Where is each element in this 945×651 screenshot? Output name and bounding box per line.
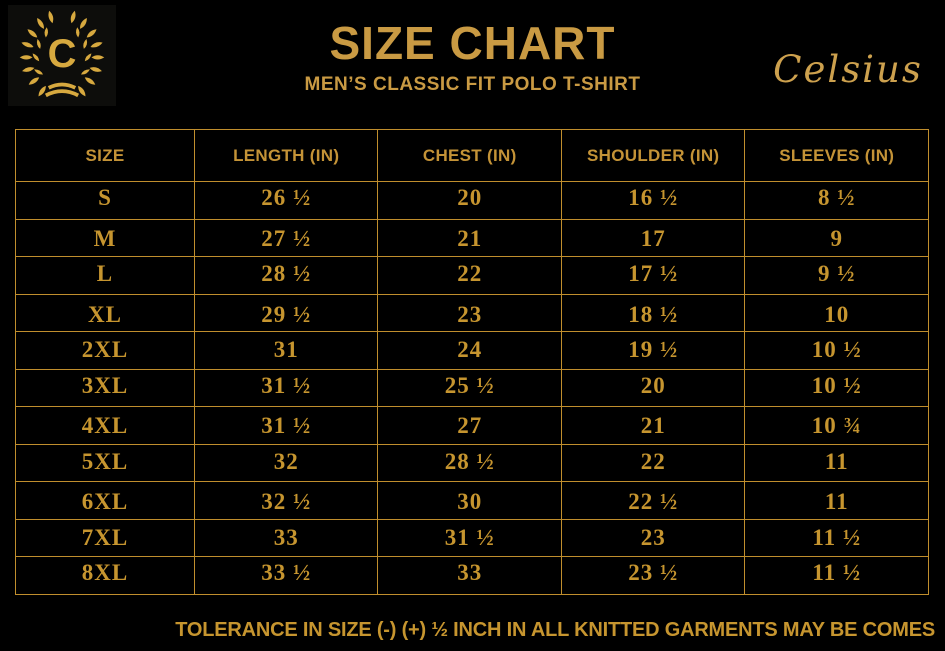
measurement-cell: 23 ½ [560,556,746,595]
measurement-cell: 33 ½ [193,556,379,595]
size-table: SIZE LENGTH (IN) CHEST (IN) SHOULDER (IN) SL… [15,129,929,595]
measurement-cell: 17 ½ [560,256,746,295]
column-header: SIZE [15,129,195,182]
page-subtitle: MEN’S CLASSIC FIT POLO T-SHIRT [304,74,641,95]
column-header: SHOULDER (IN) [560,129,746,182]
measurement-cell: 9 ½ [744,256,929,295]
measurement-cell: 21 [560,406,746,445]
measurement-cell: 10 [744,293,929,332]
brand-name: Celsius [773,48,923,91]
column-header: LENGTH (IN) [193,129,379,182]
table-row: 4XL 31 ½ 27 21 10 ¾ [15,406,929,445]
measurement-cell: 31 [193,331,379,370]
measurement-cell: 20 [377,181,562,220]
measurement-cell: 29 ½ [193,293,379,332]
size-cell: 7XL [15,518,195,557]
measurement-cell: 11 [744,443,929,482]
measurement-cell: 33 [377,556,562,595]
table-row: 8XL 33 ½ 33 23 ½ 11 ½ [15,556,929,595]
table-row: 6XL 32 ½ 30 22 ½ 11 [15,481,929,520]
size-cell: 8XL [15,556,195,595]
measurement-cell: 11 ½ [744,556,929,595]
brand-logo: C [8,5,116,106]
size-cell: S [15,181,195,220]
measurement-cell: 19 ½ [560,331,746,370]
measurement-cell: 23 [560,518,746,557]
tolerance-note: TOLERANCE IN SIZE (-) (+) ½ INCH IN ALL … [175,619,935,641]
page-title: SIZE CHART [329,17,616,69]
measurement-cell: 22 [377,256,562,295]
size-cell: M [15,218,195,257]
laurel-wreath-icon: C [19,10,105,98]
measurement-cell: 31 ½ [193,406,379,445]
measurement-cell: 28 ½ [193,256,379,295]
measurement-cell: 26 ½ [193,181,379,220]
measurement-cell: 22 [560,443,746,482]
measurement-cell: 10 ½ [744,331,929,370]
size-cell: 2XL [15,331,195,370]
header: SIZE CHART MEN’S CLASSIC FIT POLO T-SHIR… [0,0,945,96]
column-header: SLEEVES (IN) [744,129,929,182]
column-header: CHEST (IN) [377,129,562,182]
measurement-cell: 23 [377,293,562,332]
measurement-cell: 18 ½ [560,293,746,332]
table-row: 5XL 32 28 ½ 22 11 [15,443,929,482]
table-row: M 27 ½ 21 17 9 [15,218,929,257]
measurement-cell: 30 [377,481,562,520]
measurement-cell: 24 [377,331,562,370]
measurement-cell: 8 ½ [744,181,929,220]
measurement-cell: 33 [193,518,379,557]
measurement-cell: 32 ½ [193,481,379,520]
measurement-cell: 22 ½ [560,481,746,520]
measurement-cell: 31 ½ [377,518,562,557]
size-cell: 5XL [15,443,195,482]
measurement-cell: 31 ½ [193,368,379,407]
table-row: XL 29 ½ 23 18 ½ 10 [15,293,929,332]
measurement-cell: 10 ½ [744,368,929,407]
measurement-cell: 9 [744,218,929,257]
measurement-cell: 28 ½ [377,443,562,482]
logo-letter: C [48,32,77,76]
size-cell: L [15,256,195,295]
measurement-cell: 20 [560,368,746,407]
size-cell: 6XL [15,481,195,520]
table-row: 3XL 31 ½ 25 ½ 20 10 ½ [15,368,929,407]
header-row: SIZE LENGTH (IN) CHEST (IN) SHOULDER (IN) SL… [15,129,929,182]
size-cell: XL [15,293,195,332]
measurement-cell: 27 ½ [193,218,379,257]
measurement-cell: 11 ½ [744,518,929,557]
measurement-cell: 21 [377,218,562,257]
measurement-cell: 10 ¾ [744,406,929,445]
measurement-cell: 25 ½ [377,368,562,407]
measurement-cell: 32 [193,443,379,482]
measurement-cell: 11 [744,481,929,520]
measurement-cell: 17 [560,218,746,257]
measurement-cell: 27 [377,406,562,445]
size-cell: 3XL [15,368,195,407]
table-row: 7XL 33 31 ½ 23 11 ½ [15,518,929,557]
table-row: 2XL 31 24 19 ½ 10 ½ [15,331,929,370]
size-cell: 4XL [15,406,195,445]
ribbon-icon [44,82,80,98]
measurement-cell: 16 ½ [560,181,746,220]
